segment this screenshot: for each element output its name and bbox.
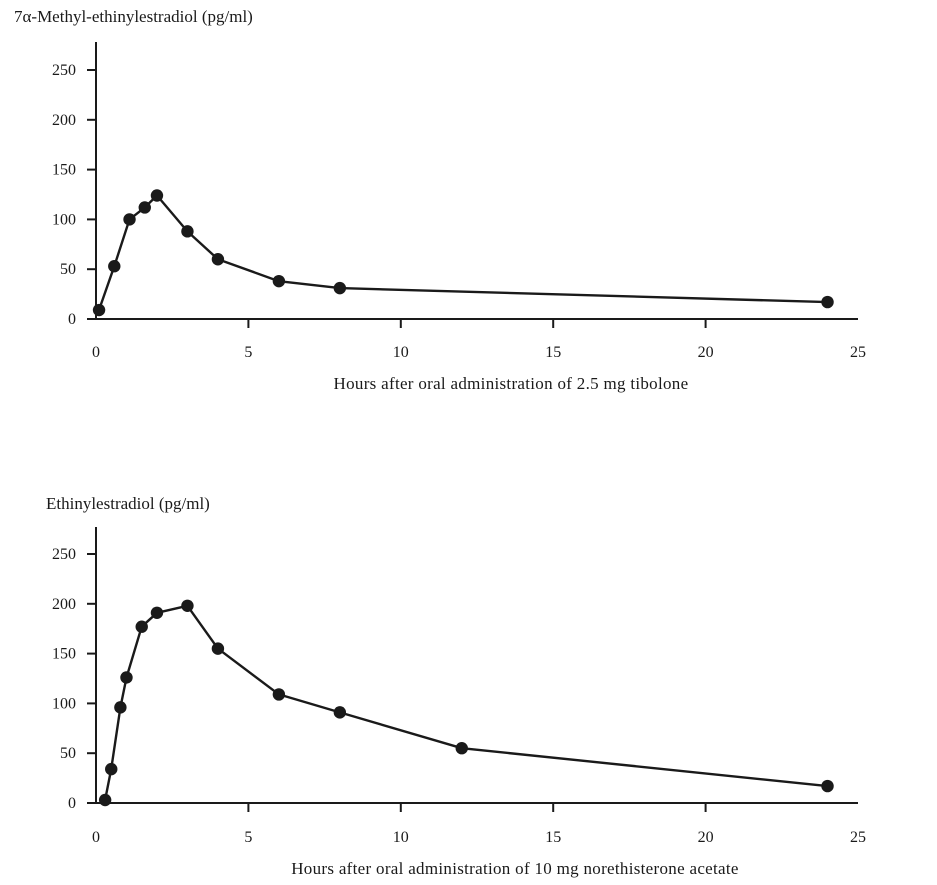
data-point — [333, 706, 347, 719]
y-tick-label: 150 — [52, 162, 76, 179]
data-point — [821, 779, 834, 793]
data-point — [105, 762, 118, 776]
data-point — [150, 189, 164, 202]
data-point — [150, 606, 164, 619]
data-point — [272, 274, 286, 288]
x-tick-labels: 0 5 10 15 20 25 — [92, 829, 866, 846]
x-axis-label: Hours after oral administration of 2.5 m… — [334, 374, 689, 393]
axes — [87, 42, 858, 328]
x-tick-labels: 0 5 10 15 20 25 — [92, 344, 866, 361]
y-tick-label: 250 — [52, 546, 76, 563]
y-tick-label: 100 — [52, 695, 76, 712]
data-point — [135, 620, 148, 633]
y-tick-label: 250 — [52, 62, 76, 79]
y-tick-label: 150 — [52, 646, 76, 663]
x-tick-label: 25 — [850, 829, 866, 846]
axes — [87, 527, 858, 812]
data-points — [98, 599, 834, 807]
y-axis-label: Ethinylestradiol (pg/ml) — [46, 494, 210, 513]
x-tick-label: 15 — [545, 829, 561, 846]
x-axis-label: Hours after oral administration of 10 mg… — [291, 859, 739, 878]
y-tick-label: 50 — [60, 745, 76, 762]
data-point — [120, 671, 133, 684]
y-tick-label: 0 — [68, 311, 76, 328]
data-point — [181, 225, 194, 238]
data-point — [211, 253, 225, 266]
data-point — [92, 303, 106, 317]
x-tick-label: 10 — [393, 829, 409, 846]
y-tick-label: 100 — [52, 211, 76, 228]
data-point — [211, 642, 225, 655]
x-tick-label: 20 — [698, 344, 714, 361]
data-point — [138, 201, 151, 214]
x-tick-label: 20 — [698, 829, 714, 846]
y-tick-label: 200 — [52, 112, 76, 129]
x-tick-label: 15 — [545, 344, 561, 361]
chart-panel-tibolone: 7α-Methyl-ethinylestradiol (pg/ml) 05010… — [14, 7, 866, 393]
x-tick-label: 25 — [850, 344, 866, 361]
series-line — [97, 194, 828, 311]
data-point — [108, 260, 121, 273]
x-tick-label: 5 — [244, 829, 252, 846]
data-point — [821, 295, 834, 309]
x-tick-label: 5 — [244, 344, 252, 361]
y-tick-labels: 0 50 100 150 200 250 — [52, 62, 76, 328]
x-tick-label: 0 — [92, 829, 100, 846]
y-tick-label: 200 — [52, 596, 76, 613]
y-tick-labels: 0 50 100 150 200 250 — [52, 546, 76, 812]
data-point — [455, 742, 468, 755]
series-line — [103, 604, 828, 801]
y-tick-label: 0 — [68, 795, 76, 812]
data-point — [114, 701, 127, 714]
data-point — [181, 599, 194, 612]
data-points — [92, 189, 834, 317]
x-tick-label: 10 — [393, 344, 409, 361]
data-point — [123, 213, 136, 226]
chart-panel-norethisterone: Ethinylestradiol (pg/ml) 050100150200250… — [46, 494, 866, 878]
x-tick-label: 0 — [92, 344, 100, 361]
y-tick-label: 50 — [60, 261, 76, 278]
data-point — [98, 793, 112, 807]
data-point — [333, 281, 347, 295]
data-point — [272, 688, 286, 701]
y-axis-label: 7α-Methyl-ethinylestradiol (pg/ml) — [14, 7, 253, 26]
